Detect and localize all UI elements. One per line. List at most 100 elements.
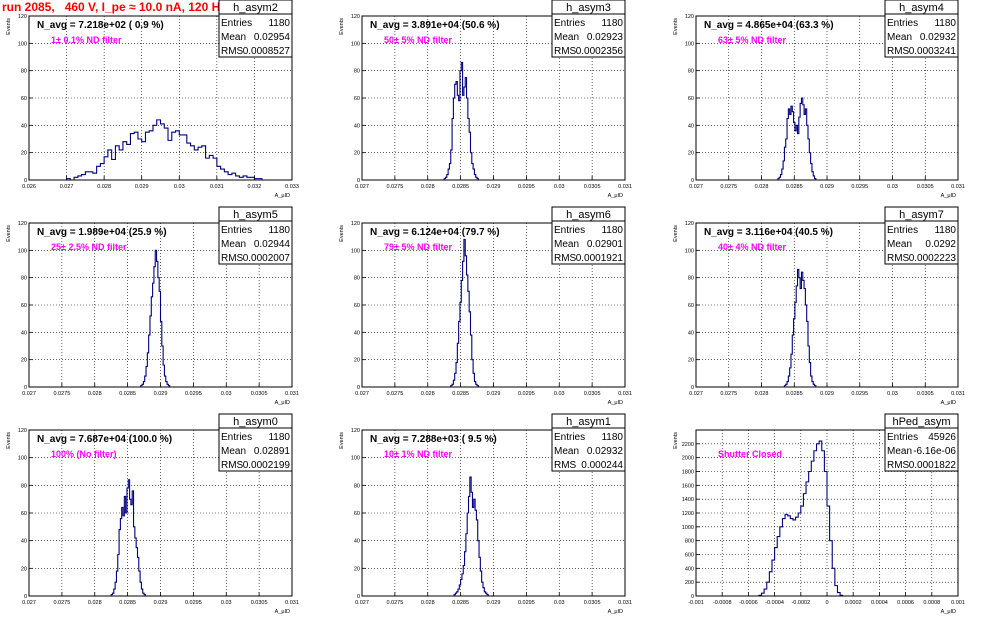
x-tick-label: 0.0295: [518, 184, 535, 190]
y-tick-label: 80: [354, 483, 360, 489]
y-tick-label: 120: [18, 428, 27, 434]
x-tick-label: 0.027: [689, 184, 703, 190]
histogram-panel-h_asym0: 0.027 0.0275 0.028 0.0285 0.029 0.0295 0.03 0.0…: [6, 413, 299, 615]
x-tick-label: 0.031: [618, 391, 632, 397]
histogram-name: h_asym1: [566, 416, 611, 428]
y-tick-label: 800: [685, 539, 694, 545]
x-tick-label: 0.031: [285, 391, 299, 397]
x-tick-label: 0.027: [355, 600, 369, 606]
x-tick-label: 0.029: [820, 391, 834, 397]
stat-label: RMS: [887, 460, 910, 471]
x-tick-label: 0.0285: [786, 184, 803, 190]
y-tick-label: 60: [688, 96, 694, 102]
x-tick-label: 0.026: [22, 184, 36, 190]
x-tick-label: 0.0295: [851, 391, 868, 397]
y-tick-label: 1600: [682, 483, 694, 489]
y-tick-label: 100: [351, 41, 360, 47]
x-tick-label: 0.0295: [185, 600, 202, 606]
x-tick-label: 0.0285: [452, 184, 469, 190]
x-tick-label: -0.001: [688, 600, 704, 606]
y-tick-label: 20: [688, 151, 694, 157]
x-tick-label: 0.029: [135, 184, 149, 190]
x-tick-label: 0.027: [355, 391, 369, 397]
x-tick-label: 0.0285: [119, 600, 136, 606]
x-tick-label: 0.027: [22, 600, 36, 606]
y-tick-label: 20: [21, 151, 27, 157]
x-tick-label: 0.0006: [897, 600, 914, 606]
x-tick-label: 0.029: [487, 391, 501, 397]
y-tick-label: 40: [354, 330, 360, 336]
x-tick-label: 0.0285: [452, 391, 469, 397]
histogram-panel-h_asym2: 0.026 0.027 0.028 0.029 0.03 0.031 0.032 0.033 0…: [6, 0, 299, 199]
y-tick-label: 20: [354, 358, 360, 364]
x-tick-label: 0.027: [22, 391, 36, 397]
stat-label: Mean: [221, 32, 246, 43]
stat-value: 1180: [601, 18, 623, 29]
x-tick-label: -0.0002: [791, 600, 810, 606]
y-tick-label: 60: [354, 511, 360, 517]
x-axis-label: A_μID: [941, 193, 956, 199]
filter-annotation: 40± 4% ND filter: [718, 242, 786, 252]
histogram-name: h_asym3: [566, 2, 611, 14]
x-tick-label: 0.033: [285, 184, 299, 190]
x-tick-label: 0.032: [248, 184, 262, 190]
histogram-panel-h_asym6: 0.027 0.0275 0.028 0.0285 0.029 0.0295 0.03 0.0…: [339, 206, 632, 406]
stats-box: [551, 206, 626, 265]
y-tick-label: 100: [351, 456, 360, 462]
y-tick-label: 120: [351, 428, 360, 434]
x-tick-label: 0.03: [554, 184, 565, 190]
stat-label: Entries: [221, 18, 252, 29]
y-tick-label: 120: [351, 14, 360, 20]
histogram-series: [758, 440, 844, 596]
x-tick-label: 0.03: [887, 184, 898, 190]
x-tick-label: 0.028: [755, 184, 769, 190]
stat-value: 1180: [268, 18, 290, 29]
stat-value: 1180: [601, 432, 623, 443]
navg-label: N_avg = 7.218e+02 ( 0.9 %): [37, 20, 164, 31]
histogram-series: [443, 61, 479, 180]
x-tick-label: 0.03: [221, 391, 232, 397]
navg-label: N_avg = 3.116e+04 (40.5 %): [704, 227, 833, 238]
y-tick-label: 0: [24, 385, 27, 391]
stat-value: 1180: [934, 225, 956, 236]
x-axis-label: A_μID: [608, 609, 623, 615]
y-tick-label: 80: [354, 276, 360, 282]
y-tick-label: 40: [21, 330, 27, 336]
y-tick-label: 20: [354, 151, 360, 157]
x-tick-label: 0.001: [951, 600, 965, 606]
stat-value: 0.0003241: [909, 46, 957, 57]
histogram-panel-hPed_asym: -0.001 -0.0008 -0.0006 -0.0004 -0.0002 0 0.000…: [673, 413, 965, 615]
x-axis-label: A_μID: [608, 193, 623, 199]
y-tick-label: 120: [685, 14, 694, 20]
stat-value: 0.02944: [254, 239, 291, 250]
stats-box: [884, 413, 959, 472]
y-tick-label: 60: [688, 303, 694, 309]
stat-value: 0.02923: [587, 32, 624, 43]
x-tick-label: 0: [825, 600, 828, 606]
x-tick-label: 0.029: [487, 600, 501, 606]
y-tick-label: 600: [685, 553, 694, 559]
filter-annotation: 10± 1% ND filter: [384, 449, 452, 459]
stat-label: RMS: [887, 253, 910, 264]
filter-annotation: 63± 5% ND filter: [718, 35, 786, 45]
x-tick-label: 0.0275: [53, 391, 70, 397]
x-tick-label: 0.0275: [386, 391, 403, 397]
y-tick-label: 80: [21, 483, 27, 489]
stat-value: 0.0001822: [909, 460, 957, 471]
x-tick-label: 0.0275: [720, 391, 737, 397]
y-tick-label: 100: [685, 41, 694, 47]
stat-value: 0.0292: [925, 239, 956, 250]
y-tick-label: 0: [357, 594, 360, 600]
x-tick-label: 0.031: [951, 391, 965, 397]
stat-value: 0.0002223: [909, 253, 957, 264]
y-tick-label: 80: [688, 276, 694, 282]
x-tick-label: 0.0305: [584, 600, 601, 606]
stat-label: Mean: [554, 239, 579, 250]
x-tick-label: 0.031: [618, 600, 632, 606]
stat-label: Entries: [554, 225, 585, 236]
x-tick-label: 0.0305: [917, 391, 934, 397]
y-tick-label: 20: [21, 566, 27, 572]
stat-label: Mean: [887, 239, 912, 250]
y-tick-label: 40: [354, 123, 360, 129]
stat-value: 0.0001921: [576, 253, 624, 264]
